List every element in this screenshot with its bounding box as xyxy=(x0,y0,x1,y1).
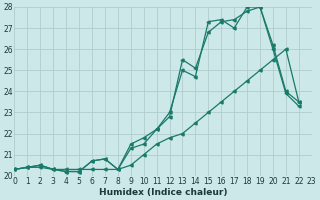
X-axis label: Humidex (Indice chaleur): Humidex (Indice chaleur) xyxy=(99,188,227,197)
